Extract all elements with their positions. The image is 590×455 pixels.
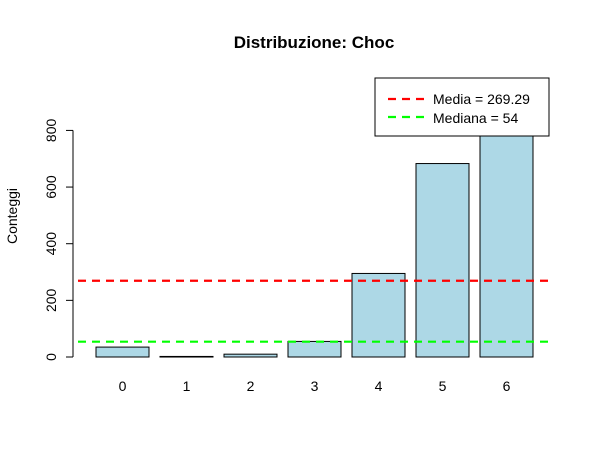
x-tick-label-2: 2 [247, 378, 255, 394]
y-axis-label: Conteggi [4, 188, 20, 244]
chart-title: Distribuzione: Choc [234, 33, 395, 52]
reference-lines [78, 279, 550, 343]
y-tick-label: 400 [43, 232, 59, 256]
y-axis: 0 200 400 600 800 [43, 119, 74, 361]
legend-box [374, 77, 550, 137]
x-tick-label-1: 1 [183, 378, 191, 394]
y-tick-label: 600 [43, 175, 59, 199]
bar-3 [287, 340, 342, 358]
bar-2 [223, 353, 278, 358]
x-tick-label-4: 4 [375, 378, 383, 394]
y-tick-label: 800 [43, 119, 59, 143]
y-tick-label: 0 [43, 353, 59, 361]
bar-5 [415, 163, 470, 358]
x-tick-label-3: 3 [311, 378, 319, 394]
bar-0 [95, 346, 150, 358]
x-tick-label-0: 0 [119, 378, 127, 394]
legend-label-mean: Media = 269.29 [433, 91, 530, 107]
x-tick-labels: 0 1 2 3 4 5 6 [119, 378, 511, 394]
legend: Media = 269.29 Mediana = 54 [374, 77, 550, 137]
legend-label-median: Mediana = 54 [433, 110, 518, 126]
bar-6 [479, 128, 534, 358]
x-tick-label-5: 5 [439, 378, 447, 394]
bar-1 [159, 355, 214, 358]
y-tick-label: 200 [43, 288, 59, 312]
bars [95, 128, 534, 358]
bar-4 [351, 272, 406, 358]
x-tick-label-6: 6 [503, 378, 511, 394]
